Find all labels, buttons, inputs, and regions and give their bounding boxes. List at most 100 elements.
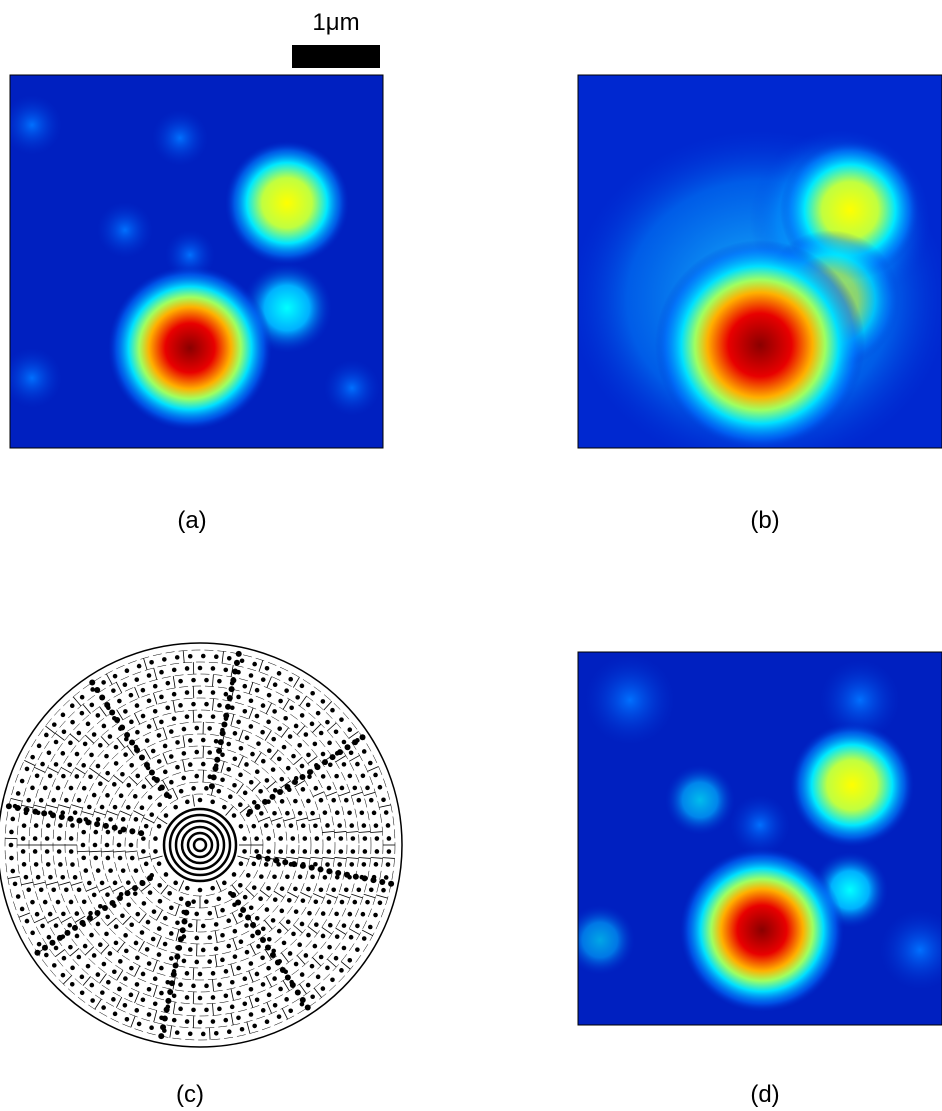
mesh-part [174,954,180,960]
mesh-part [335,870,341,876]
mesh-part [129,693,134,698]
mesh-part [59,814,65,820]
mesh-part [211,666,216,671]
mesh-part [70,966,75,971]
mesh-part [374,862,379,867]
mesh-part [169,956,174,961]
mesh-part [92,893,97,898]
mesh-part [198,1020,203,1025]
heatmap-b [570,75,942,470]
mesh-part [178,982,183,987]
mesh-part [298,875,303,880]
mesh-part [152,909,157,914]
mesh-part [178,703,183,708]
mesh-part [179,897,184,902]
mesh-part [255,804,261,810]
mesh-part [337,823,342,828]
mesh-part [179,789,184,794]
mesh-part [271,918,276,923]
mesh-part [157,802,162,807]
mesh-part [351,836,356,841]
mesh-part [159,966,164,971]
mesh-part [34,862,39,867]
mesh-part [307,911,312,916]
mesh-part [236,695,241,700]
mesh-part [291,932,296,937]
mesh-part [362,823,367,828]
mesh-part [285,811,290,816]
mesh-part [284,688,289,693]
mesh-part [141,849,146,854]
mesh-part [25,919,30,924]
mesh-part [108,817,113,822]
mesh-part [223,1018,228,1023]
mesh-part [238,773,243,778]
mesh-part [357,798,362,803]
mesh-part [272,874,277,879]
mesh-part [300,972,305,977]
mesh-part [112,825,118,831]
mesh-part [182,727,187,732]
mesh-part [275,960,281,966]
mesh-part [117,895,123,901]
mesh-part [240,907,246,913]
mesh-part [207,726,212,731]
mesh-part [169,780,174,785]
mesh-part [112,969,117,974]
mesh-part [16,894,21,899]
mesh-part [303,836,308,841]
mesh-part [233,731,238,736]
mesh-part [25,767,30,772]
mesh-part [43,786,48,791]
mesh-part [9,843,14,848]
mesh-part [46,823,51,828]
panel-label: (d) [750,1081,779,1108]
mesh-part [129,843,134,848]
mesh-part [73,810,78,815]
mesh-part [149,1025,154,1030]
mesh-part [344,798,349,803]
mesh-part [133,891,138,896]
mesh-part [243,709,248,714]
mesh-part [94,910,100,916]
mesh-part [232,669,238,675]
mesh-part [250,922,256,928]
mesh-part [188,1031,193,1036]
mesh-part [106,830,111,835]
mesh-part [117,843,122,848]
mesh-part [151,937,156,942]
mesh-part [135,703,140,708]
mesh-part [20,907,25,912]
mesh-part [355,762,360,767]
mesh-part [22,823,27,828]
mesh-part [80,711,85,716]
mesh-part [24,875,29,880]
mesh-part [92,793,97,798]
mesh-part [9,856,14,861]
mesh-part [68,816,74,822]
mesh-part [123,752,128,757]
scale-label: 1μm [312,9,359,36]
mesh-part [52,963,57,968]
mesh-part [124,890,130,896]
mesh-part [163,770,168,775]
mesh-part [272,976,277,981]
mesh-part [147,1012,152,1017]
mesh-part [147,961,152,966]
mesh-part [204,984,209,989]
mesh-part [43,900,48,905]
mesh-part [47,750,52,755]
mesh-part [210,886,215,891]
mesh-part [214,946,219,951]
mesh-part [44,733,49,738]
mesh-part [167,891,172,896]
mesh-part [77,798,82,803]
mesh-part [327,900,332,905]
mesh-part [224,692,229,697]
mesh-part [266,849,271,854]
mesh-part [67,923,72,928]
mesh-part [86,964,91,969]
mesh-part [323,810,328,815]
mesh-part [159,720,164,725]
mesh-part [109,709,115,715]
